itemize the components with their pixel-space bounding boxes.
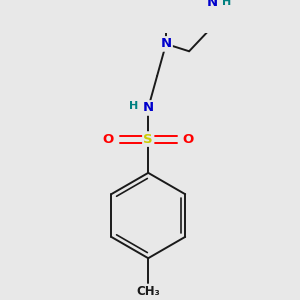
Text: CH₃: CH₃ (136, 286, 160, 298)
Text: O: O (183, 133, 194, 146)
Text: N: N (207, 0, 218, 9)
Text: S: S (143, 133, 153, 146)
Text: H: H (222, 0, 231, 8)
Text: H: H (129, 101, 139, 111)
Text: N: N (143, 101, 154, 114)
Text: O: O (103, 133, 114, 146)
Text: N: N (160, 38, 172, 50)
